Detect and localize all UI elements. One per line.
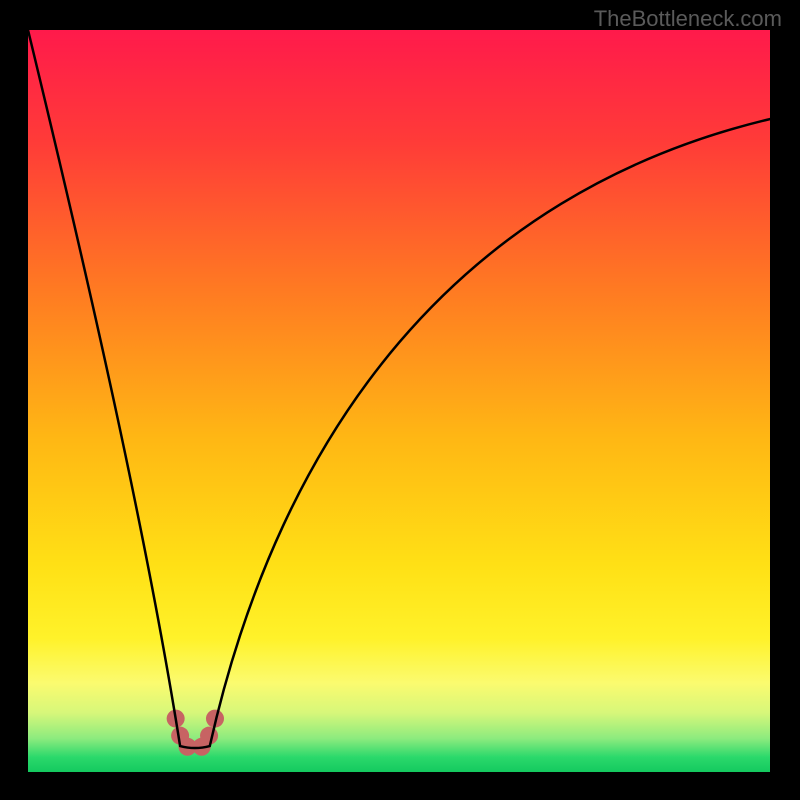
marker-dot — [200, 727, 218, 745]
watermark-text: TheBottleneck.com — [594, 6, 782, 32]
chart-plot-area — [28, 30, 770, 772]
outer-frame — [0, 0, 800, 800]
gradient-background — [28, 30, 770, 772]
